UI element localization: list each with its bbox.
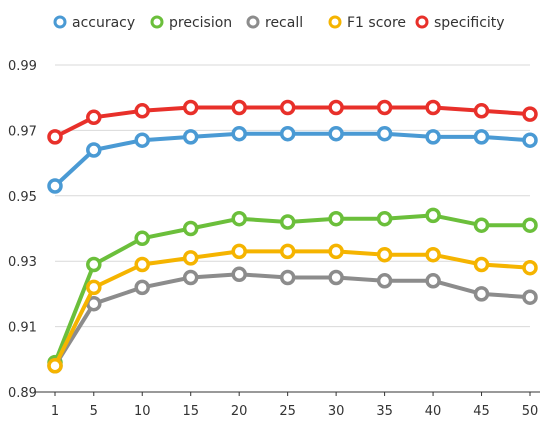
data-point-recall-50 — [522, 289, 538, 305]
data-point-specificity-1 — [47, 129, 63, 145]
data-point-specificity-35 — [376, 99, 393, 116]
data-point-accuracy-1 — [47, 178, 63, 194]
data-point-recall-35 — [376, 273, 393, 289]
data-point-precision-45 — [473, 217, 490, 233]
y-tick-label-3: 0.95 — [8, 190, 37, 205]
data-point-f1-score-50 — [522, 259, 538, 276]
x-tick-label-5: 25 — [279, 404, 296, 419]
x-tick-label-8: 40 — [425, 404, 442, 419]
data-point-f1-score-1 — [47, 358, 63, 374]
x-tick-label-7: 35 — [376, 404, 393, 419]
data-point-accuracy-5 — [86, 142, 102, 158]
data-point-f1-score-30 — [328, 243, 344, 260]
data-point-accuracy-50 — [522, 132, 538, 148]
legend-label-f1-score: F1 score — [347, 15, 406, 31]
x-tick-label-10: 50 — [522, 404, 539, 419]
x-tick-label-6: 30 — [328, 404, 345, 419]
data-point-precision-40 — [425, 207, 441, 224]
y-tick-label-4: 0.97 — [8, 124, 37, 139]
data-point-accuracy-20 — [231, 125, 247, 142]
series-line-f1-score — [53, 249, 532, 368]
legend-label-recall: recall — [265, 15, 303, 31]
legend-item-f1-score: F1 score — [328, 15, 406, 31]
series-line-accuracy — [53, 131, 532, 188]
legend-item-specificity: specificity — [415, 15, 505, 31]
data-point-f1-score-25 — [279, 243, 296, 260]
data-point-precision-30 — [328, 210, 344, 227]
series-line-recall — [53, 272, 532, 368]
x-tick-label-0: 1 — [51, 404, 59, 419]
data-point-precision-5 — [86, 256, 102, 273]
data-point-specificity-20 — [231, 99, 247, 116]
data-point-recall-15 — [182, 269, 199, 286]
data-point-f1-score-5 — [86, 279, 102, 296]
data-point-precision-35 — [376, 210, 393, 227]
x-tick-label-4: 20 — [231, 404, 248, 419]
data-point-accuracy-40 — [425, 129, 441, 145]
x-axis-tick-labels: 1 5 10 15 20 25 30 35 40 45 50 — [51, 404, 538, 419]
y-axis-tick-labels: 0.89 0.91 0.93 0.95 0.97 0.99 — [8, 59, 37, 401]
data-point-precision-25 — [279, 214, 296, 230]
series-precision — [47, 207, 538, 371]
data-point-f1-score-10 — [134, 256, 150, 273]
data-point-precision-20 — [231, 210, 247, 227]
y-tick-label-2: 0.93 — [8, 255, 37, 270]
x-tick-label-9: 45 — [473, 404, 490, 419]
legend-marker-precision — [150, 15, 164, 29]
data-point-specificity-45 — [473, 103, 490, 119]
data-point-specificity-15 — [182, 99, 199, 116]
data-point-recall-25 — [279, 269, 296, 286]
series-specificity — [47, 99, 538, 145]
data-point-recall-20 — [231, 266, 247, 283]
legend-marker-f1-score — [328, 15, 342, 29]
data-point-f1-score-40 — [425, 246, 441, 263]
data-point-f1-score-45 — [473, 256, 490, 273]
legend-label-precision: precision — [169, 15, 232, 31]
data-point-accuracy-10 — [134, 132, 150, 148]
data-point-specificity-25 — [279, 99, 296, 116]
legend: accuracy precision recall F1 score specifici… — [53, 15, 505, 31]
data-point-specificity-50 — [522, 106, 538, 122]
legend-label-specificity: specificity — [434, 15, 505, 31]
legend-label-accuracy: accuracy — [72, 15, 135, 31]
data-point-recall-40 — [425, 273, 441, 289]
data-point-recall-45 — [473, 286, 490, 302]
data-point-recall-30 — [328, 269, 344, 286]
data-point-accuracy-25 — [279, 125, 296, 142]
data-point-f1-score-20 — [231, 243, 247, 260]
data-point-recall-10 — [134, 279, 150, 296]
series-accuracy — [47, 125, 538, 194]
x-tick-label-2: 10 — [134, 404, 151, 419]
data-point-accuracy-45 — [473, 129, 490, 145]
series-layer — [47, 99, 538, 374]
x-tick-label-1: 5 — [90, 404, 98, 419]
data-point-precision-50 — [522, 217, 538, 233]
y-tick-label-5: 0.99 — [8, 59, 37, 74]
data-point-precision-15 — [182, 220, 199, 237]
data-point-f1-score-15 — [182, 250, 199, 266]
axes — [36, 391, 540, 396]
legend-marker-recall — [246, 15, 260, 29]
y-tick-label-0: 0.89 — [8, 386, 37, 401]
series-recall — [47, 266, 538, 374]
data-point-accuracy-15 — [182, 129, 199, 145]
legend-item-recall: recall — [246, 15, 303, 31]
data-point-specificity-30 — [328, 99, 344, 116]
data-point-accuracy-35 — [376, 125, 393, 142]
data-point-specificity-5 — [86, 109, 102, 126]
legend-marker-accuracy — [53, 15, 67, 29]
data-point-precision-10 — [134, 230, 150, 247]
data-point-accuracy-30 — [328, 125, 344, 142]
data-point-specificity-40 — [425, 99, 441, 116]
x-tick-label-3: 15 — [182, 404, 199, 419]
legend-marker-specificity — [415, 15, 429, 29]
series-f1-score — [47, 243, 538, 374]
legend-item-accuracy: accuracy — [53, 15, 135, 31]
data-point-f1-score-35 — [376, 246, 393, 263]
y-tick-label-1: 0.91 — [8, 321, 37, 336]
legend-item-precision: precision — [150, 15, 232, 31]
data-point-specificity-10 — [134, 103, 150, 119]
